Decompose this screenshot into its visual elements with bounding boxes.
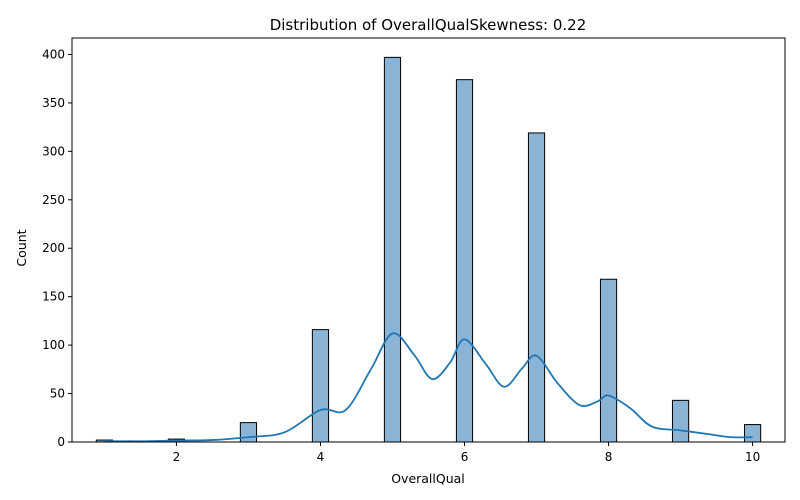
y-tick-label: 300	[42, 144, 65, 158]
y-axis-label: Count	[14, 229, 29, 266]
histogram-bar	[743, 424, 762, 443]
histogram-bar	[311, 329, 330, 443]
axes	[71, 37, 786, 443]
x-axis-label: OverallQual	[391, 471, 465, 486]
y-tick-label: 50	[50, 387, 65, 401]
x-tick-label: 8	[605, 450, 613, 464]
histogram-bar	[527, 132, 546, 443]
y-tick-label: 200	[42, 241, 65, 255]
y-tick-label: 350	[42, 96, 65, 110]
kde-curve	[104, 332, 753, 443]
y-axis-ticks: 0 50 100 150 200 250 300 350 400	[42, 47, 72, 449]
y-tick-label: 0	[57, 435, 65, 449]
chart-title: Distribution of OverallQualSkewness: 0.2…	[270, 16, 587, 34]
plot-frame	[71, 37, 786, 443]
x-tick-label: 2	[173, 450, 181, 464]
y-tick-label: 150	[42, 290, 65, 304]
x-tick-label: 4	[317, 450, 325, 464]
histogram-bar	[599, 278, 618, 443]
y-tick-label: 250	[42, 193, 65, 207]
histogram-bar	[455, 79, 474, 443]
y-tick-label: 100	[42, 338, 65, 352]
x-tick-label: 10	[745, 450, 760, 464]
histogram-bar	[383, 56, 402, 443]
x-axis-ticks: 2 4 6 8 10	[173, 442, 760, 464]
y-tick-label: 400	[42, 47, 65, 61]
x-tick-label: 6	[461, 450, 469, 464]
histogram-bar	[239, 422, 258, 443]
histogram-bar	[671, 399, 690, 443]
histogram-bars	[95, 56, 762, 443]
